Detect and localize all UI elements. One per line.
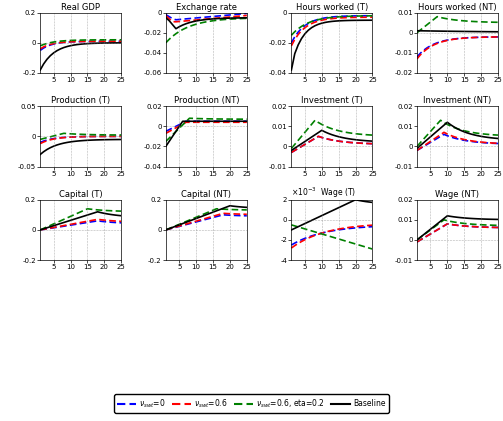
- Title: Production (T): Production (T): [51, 96, 110, 105]
- Title: Capital (NT): Capital (NT): [181, 190, 231, 199]
- Title: Capital (T): Capital (T): [59, 190, 103, 199]
- Title: Investment (T): Investment (T): [301, 96, 363, 105]
- Title: Hours worked (T): Hours worked (T): [296, 3, 368, 12]
- Title: Exchange rate: Exchange rate: [176, 3, 237, 12]
- Title: Wage (NT): Wage (NT): [436, 190, 479, 199]
- Text: $\times 10^{-3}$  Wage (T): $\times 10^{-3}$ Wage (T): [291, 185, 357, 200]
- Title: Real GDP: Real GDP: [61, 3, 100, 12]
- Title: Investment (NT): Investment (NT): [424, 96, 491, 105]
- Title: Production (NT): Production (NT): [174, 96, 239, 105]
- Title: Hours worked (NT): Hours worked (NT): [418, 3, 497, 12]
- Legend: $\nu_{swt}$=0, $\nu_{swt}$=0.6, $\nu_{swt}$=0.6, eta=0.2, Baseline: $\nu_{swt}$=0, $\nu_{swt}$=0.6, $\nu_{sw…: [114, 394, 389, 413]
